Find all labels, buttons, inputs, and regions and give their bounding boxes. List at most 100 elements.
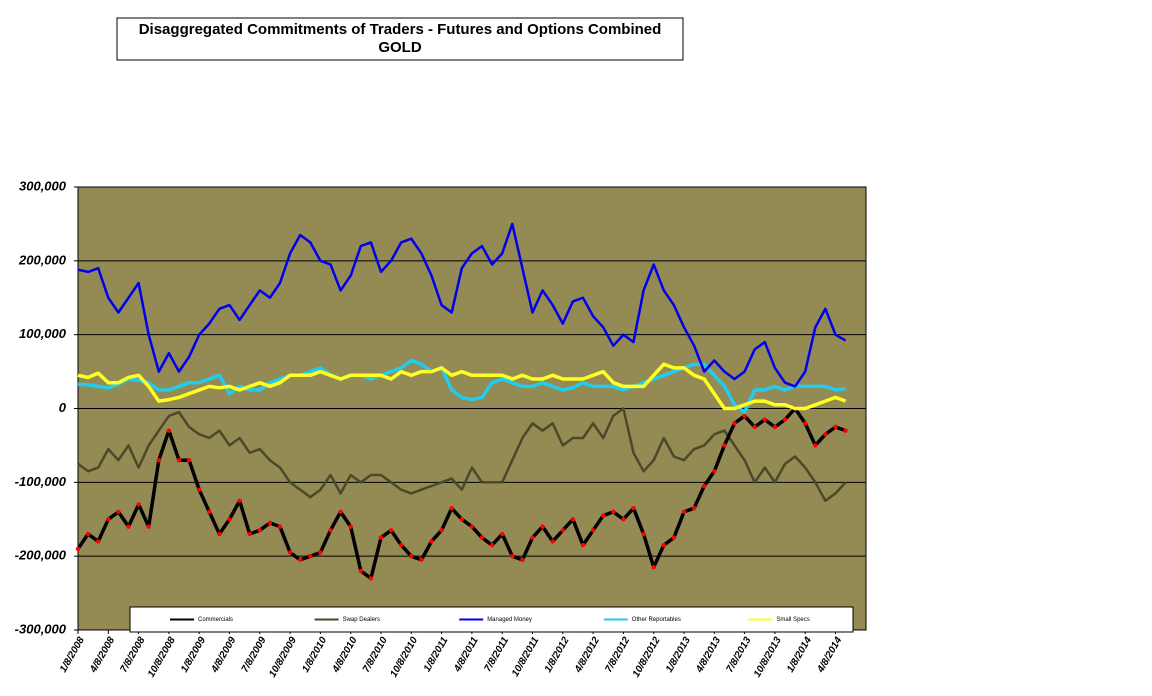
series-marker [530, 535, 535, 540]
series-line [77, 222, 847, 388]
series-marker [661, 542, 666, 548]
legend-box [129, 606, 854, 633]
series-marker [227, 517, 232, 522]
series-marker [338, 509, 343, 515]
series-marker [752, 424, 757, 430]
series-marker [782, 417, 788, 422]
x-tick-label: 4/8/2009 [209, 635, 239, 675]
series-marker [267, 520, 273, 526]
legend-label: Managed Money [487, 617, 532, 623]
series-marker [550, 539, 555, 544]
x-tick-label: 4/8/2012 [572, 635, 602, 675]
series-marker [712, 469, 717, 474]
legend-label: Swap Dealers [343, 617, 380, 623]
series-marker [621, 517, 626, 522]
series-marker [156, 457, 161, 463]
series-line [77, 407, 847, 503]
series-marker [611, 509, 616, 515]
x-tick-label: 7/8/2009 [240, 635, 269, 675]
y-tick-label: 300,000 [19, 178, 67, 193]
y-tick-label: 200,000 [18, 252, 67, 267]
y-tick-label: -200,000 [15, 548, 67, 563]
legend-label: Small Specs [776, 617, 809, 623]
y-tick-label: -300,000 [15, 621, 67, 636]
series-marker [237, 498, 242, 503]
x-tick-label: 7/8/2010 [361, 635, 390, 675]
x-tick-label: 1/8/2009 [179, 635, 208, 675]
chart-subtitle: GOLD [378, 39, 421, 56]
series-marker [469, 524, 475, 529]
series-marker [823, 432, 828, 437]
series-marker [126, 524, 131, 529]
x-tick-label: 7/8/2012 [603, 635, 632, 675]
x-tick-label: 1/8/2014 [785, 635, 814, 675]
series-marker [560, 528, 565, 533]
series-marker [75, 546, 81, 551]
series-marker [510, 553, 515, 559]
series-marker [277, 524, 283, 529]
series-marker [318, 550, 323, 555]
series-marker [378, 535, 384, 540]
x-tick-label: 10/8/2013 [752, 635, 784, 679]
series-marker [308, 553, 313, 559]
series-marker [358, 568, 363, 574]
x-tick-label: 7/8/2011 [482, 635, 511, 674]
series-marker [197, 487, 202, 492]
x-tick-label: 10/8/2012 [631, 635, 663, 679]
series-marker [207, 509, 212, 515]
series-marker [540, 524, 545, 529]
x-tick-label: 4/8/2010 [330, 635, 360, 675]
x-tick-label: 1/8/2011 [422, 635, 451, 674]
legend-label: Other Reportables [632, 617, 681, 623]
series-marker [651, 565, 656, 570]
series-marker [500, 531, 505, 537]
series-marker [388, 528, 394, 533]
x-tick-label: 4/8/2014 [815, 635, 845, 675]
series-marker [247, 531, 252, 537]
series-marker [641, 531, 646, 537]
series-marker [843, 428, 848, 433]
series-marker [186, 457, 192, 463]
series-marker [449, 505, 454, 511]
series-marker [217, 531, 222, 537]
y-tick-label: 100,000 [19, 326, 67, 341]
series-marker [803, 421, 808, 426]
series-marker [116, 509, 121, 515]
series-marker [580, 542, 586, 548]
series-marker [106, 517, 111, 522]
series-marker [671, 535, 677, 540]
series-marker [176, 457, 182, 463]
series-marker [702, 483, 707, 489]
series-marker [520, 557, 525, 563]
series-marker [287, 550, 293, 555]
series-marker [298, 557, 303, 563]
series-marker [429, 539, 434, 544]
series-marker [631, 505, 636, 511]
series-marker [96, 539, 101, 544]
y-tick-label: -100,000 [15, 474, 67, 489]
x-tick-label: 10/8/2008 [146, 635, 178, 679]
series-marker [772, 424, 778, 430]
series-marker [762, 417, 767, 422]
title-box [116, 17, 684, 61]
series-marker [439, 528, 444, 533]
series-marker [691, 505, 697, 511]
x-tick-label: 4/8/2011 [452, 635, 481, 675]
series-marker [348, 524, 353, 529]
series-marker [85, 531, 91, 537]
series-marker [368, 576, 374, 581]
series-marker [813, 443, 818, 448]
x-tick-label: 10/8/2009 [267, 635, 299, 679]
series-marker [722, 443, 727, 448]
x-tick-label: 1/8/2008 [58, 635, 87, 675]
series-marker [601, 513, 606, 518]
x-tick-label: 10/8/2010 [388, 635, 420, 679]
x-tick-label: 10/8/2011 [510, 635, 542, 679]
series-marker [419, 557, 424, 563]
series-marker [590, 528, 596, 533]
series-marker [742, 413, 747, 419]
series-marker [409, 553, 414, 559]
y-tick-label: 0 [59, 400, 67, 415]
x-tick-label: 7/8/2008 [118, 635, 147, 675]
